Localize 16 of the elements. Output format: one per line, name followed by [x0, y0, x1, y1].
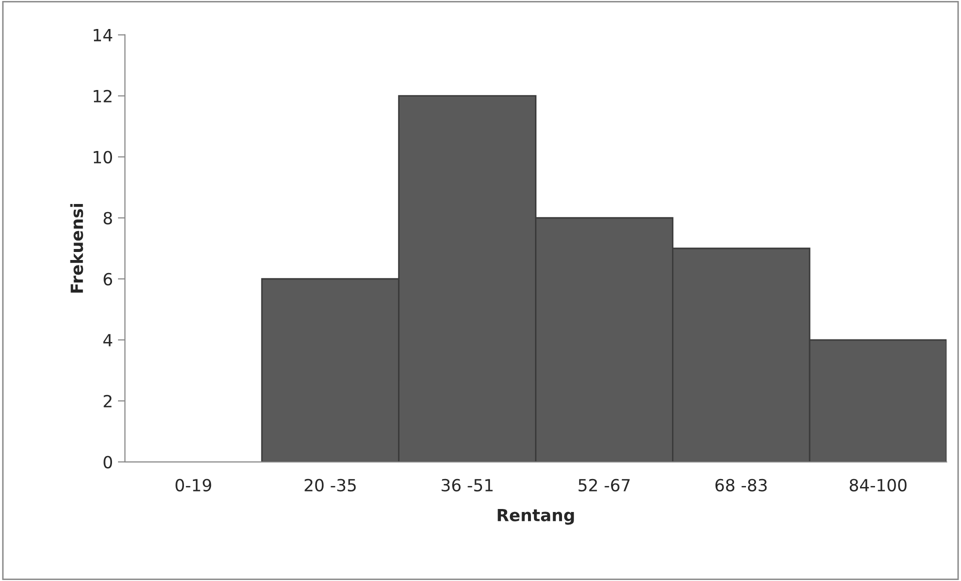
- y-tick-label: 8: [104, 212, 112, 224]
- y-tick-label: 10: [94, 150, 112, 164]
- y-tick-label: 4: [103, 334, 112, 346]
- x-tick-label: 52 -67: [578, 478, 630, 492]
- x-tick-label: 36 -51: [442, 478, 493, 492]
- y-tick-label: 12: [94, 90, 112, 102]
- y-tick-label: 2: [104, 394, 112, 408]
- x-tick-label: 68 -83: [715, 478, 767, 492]
- x-axis-title: Rentang: [498, 508, 574, 525]
- y-tick-label: 6: [104, 272, 112, 286]
- x-tick-label: 0-19: [176, 478, 212, 492]
- x-tick-label: 20 -35: [304, 478, 356, 492]
- y-tick-label: 0: [104, 456, 112, 468]
- x-tick-label: 84-100: [850, 478, 907, 492]
- y-tick-label: 14: [94, 29, 112, 42]
- y-axis-title: Frekuensi: [70, 204, 84, 293]
